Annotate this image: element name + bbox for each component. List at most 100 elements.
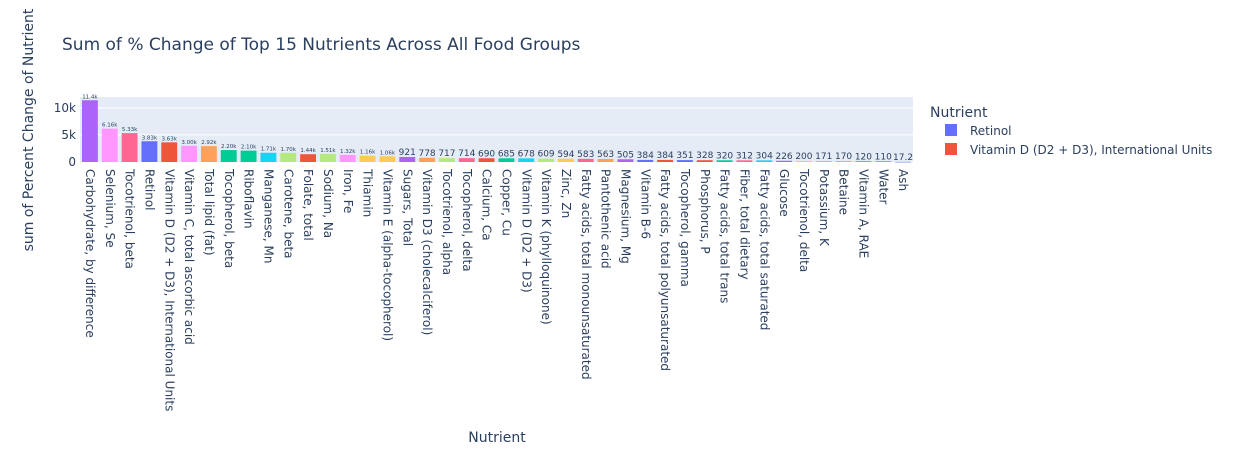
bar[interactable] [81,100,98,162]
bar[interactable] [121,133,138,162]
x-tick-label: Sugars, Total [400,169,414,246]
bar-data-label: 563 [597,150,614,160]
bar[interactable] [240,150,257,162]
bar-data-label: 2.20k [221,144,237,150]
legend-entry-label[interactable]: Vitamin D (D2 + D3), International Units [970,143,1212,157]
bar[interactable] [161,142,178,162]
x-tick-label: Manganese, Mn [261,169,275,264]
bar[interactable] [101,128,118,162]
x-tick-label: Potassium, K [817,169,831,247]
legend[interactable]: Retinol Vitamin D (D2 + D3), Internationa… [945,124,1212,157]
bar[interactable] [280,152,297,162]
bar[interactable] [637,159,654,162]
bar[interactable] [538,158,555,162]
x-tick-label: Tocotrienol, alpha [440,168,454,275]
x-tick-label: Tocotrienol, beta [123,168,137,269]
x-tick-label: Betaine [837,169,851,215]
legend-title[interactable]: Nutrient [930,105,988,121]
bar[interactable] [200,146,217,162]
x-tick-label: Retinol [142,169,156,211]
bar-data-label: 685 [498,149,515,159]
x-tick-label: Total lipid (fat) [202,168,216,256]
x-tick-label: Folate, total [301,169,315,241]
bar-data-label: 1.71k [261,147,277,153]
bar-data-label: 1.70k [281,147,297,153]
bar-data-label: 11.4k [82,94,98,100]
x-tick-label: Glucose [777,169,791,217]
bar-data-label: 170 [835,152,852,162]
bar[interactable] [557,158,574,162]
x-tick-label: Vitamin D (D2 + D3) [519,169,533,293]
y-axis-ticks: 0 5k 10k [54,101,76,169]
bar[interactable] [319,153,336,162]
x-tick-label: Fatty acids, total saturated [757,169,771,330]
bar[interactable] [855,161,872,162]
bar[interactable] [696,160,713,162]
bar-data-label: 505 [617,150,634,160]
x-tick-label: Tocotrienol, delta [797,168,811,272]
x-tick-label: Ash [896,169,910,191]
bar[interactable] [597,158,614,162]
bar[interactable] [617,159,634,162]
bar[interactable] [141,141,158,162]
bar[interactable] [676,160,693,162]
x-tick-label: Fatty acids, total polyunsaturated [658,169,672,371]
bar[interactable] [835,161,852,162]
legend-swatch[interactable] [945,124,957,136]
x-tick-label: Sodium, Na [321,169,335,238]
bar-data-label: 2.10k [241,145,257,151]
y-tick-label: 5k [61,128,76,142]
bar[interactable] [379,156,396,162]
legend-entry-label[interactable]: Retinol [970,124,1012,138]
x-tick-label: Vitamin B-6 [638,169,652,239]
bar[interactable] [478,158,495,162]
bar[interactable] [815,161,832,162]
x-tick-label: Pantothenic acid [599,169,613,269]
bar-data-label: 110 [875,152,892,162]
bar[interactable] [498,158,515,162]
bar[interactable] [300,154,317,162]
bar[interactable] [220,150,237,162]
bar[interactable] [438,158,455,162]
bar[interactable] [419,157,436,162]
bar-data-label: 583 [577,150,594,160]
x-tick-label: Vitamin D (D2 + D3), International Units [162,169,176,411]
bar[interactable] [518,158,535,162]
bar[interactable] [359,155,376,162]
bar[interactable] [736,160,753,162]
x-tick-label: Phosphorus, P [698,169,712,254]
x-tick-label: Vitamin A, RAE [856,169,870,258]
x-tick-label: Tocopherol, gamma [678,168,692,287]
bar-data-label: 717 [438,149,455,159]
bar-data-label: 384 [656,151,673,161]
x-tick-label: Vitamin E (alpha-tocopherol) [380,169,394,341]
bar[interactable] [339,154,356,162]
bar[interactable] [260,152,277,162]
x-tick-label: Selenium, Se [103,169,117,248]
bar-data-label: 120 [855,152,872,162]
bar[interactable] [895,161,912,163]
bar[interactable] [458,158,475,162]
bar[interactable] [657,159,674,162]
x-tick-label: Water [876,169,890,205]
legend-swatch[interactable] [945,143,957,155]
x-tick-label: Vitamin K (phylloquinone) [539,169,553,325]
bar-data-label: 678 [518,149,535,159]
bar-data-label: 200 [795,152,812,162]
bar[interactable] [776,160,793,162]
bar[interactable] [756,160,773,162]
y-tick-label: 0 [68,155,76,169]
bar-data-label: 1.44k [300,148,316,154]
x-tick-label: Vitamin C, total ascorbic acid [182,169,196,345]
bar[interactable] [577,158,594,162]
bar[interactable] [716,160,733,162]
bar[interactable] [795,160,812,162]
bar[interactable] [399,157,416,162]
bar[interactable] [875,161,892,162]
bar[interactable] [181,145,198,162]
bar-data-label: 778 [418,149,435,159]
x-tick-label: Tocopherol, beta [222,168,236,268]
bar-data-label: 609 [537,150,554,160]
